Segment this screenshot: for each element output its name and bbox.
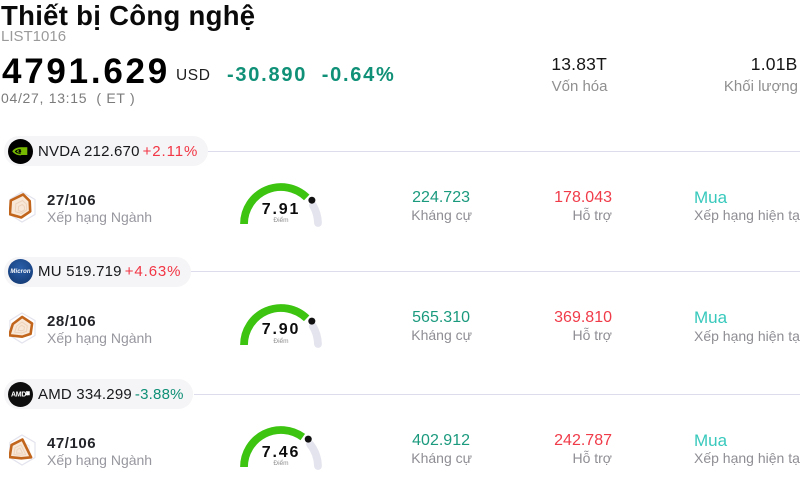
svg-text:AMD: AMD bbox=[11, 392, 26, 399]
